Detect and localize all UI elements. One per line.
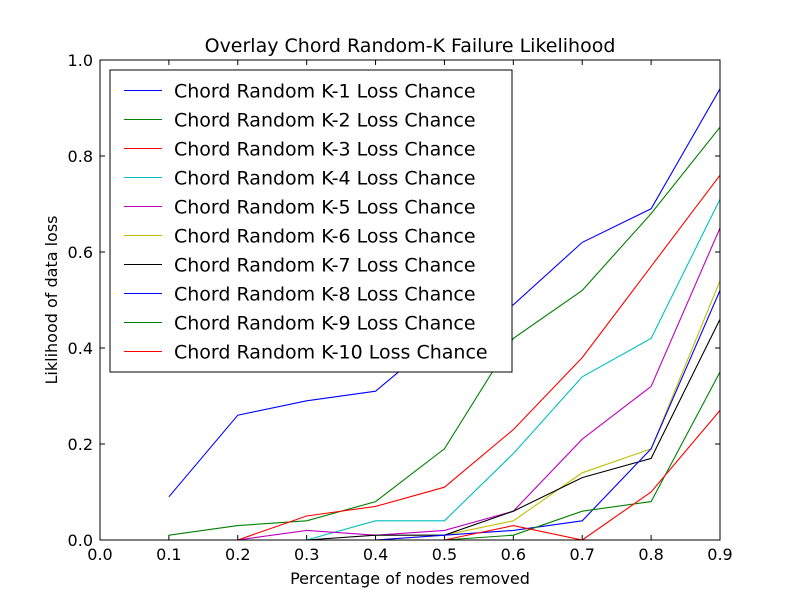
series-line-k3: [168, 174, 721, 541]
legend: Chord Random K-1 Loss Chance Chord Random…: [109, 69, 513, 373]
x-tick-label: 0.3: [294, 545, 319, 564]
plot-frame: [99, 59, 721, 541]
x-tick-label: 0.5: [432, 545, 457, 564]
x-tick-label: 0.8: [638, 545, 663, 564]
x-tick-label: 0.7: [569, 545, 594, 564]
x-tick-label: 0.6: [501, 545, 526, 564]
x-tick-label: 0.4: [363, 545, 388, 564]
legend-label: Chord Random K-1 Loss Chance: [174, 81, 476, 103]
legend-label: Chord Random K-7 Loss Chance: [174, 255, 476, 277]
x-tick-label: 0.0: [87, 545, 112, 564]
y-tick-label: 0.8: [68, 147, 93, 166]
x-tick-label: 0.2: [225, 545, 250, 564]
y-axis-label: Liklihood of data loss: [42, 215, 61, 384]
legend-box: [109, 69, 513, 373]
y-tick-label: 0.0: [68, 531, 93, 550]
y-tick-label: 0.4: [68, 339, 93, 358]
legend-label: Chord Random K-8 Loss Chance: [174, 284, 476, 306]
legend-label: Chord Random K-2 Loss Chance: [174, 110, 476, 132]
x-tick-label: 0.1: [156, 545, 181, 564]
legend-label: Chord Random K-4 Loss Chance: [174, 168, 476, 190]
legend-label: Chord Random K-6 Loss Chance: [174, 226, 476, 248]
chart-title: Overlay Chord Random-K Failure Likelihoo…: [205, 35, 616, 57]
legend-label: Chord Random K-10 Loss Chance: [174, 342, 488, 364]
y-tick-label: 1.0: [68, 51, 93, 70]
x-axis-label: Percentage of nodes removed: [290, 569, 530, 588]
y-tick-label: 0.2: [68, 435, 93, 454]
series-line-k5: [168, 227, 721, 541]
x-tick-label: 0.9: [707, 545, 732, 564]
legend-label: Chord Random K-3 Loss Chance: [174, 139, 476, 161]
legend-label: Chord Random K-9 Loss Chance: [174, 313, 476, 335]
y-tick-label: 0.6: [68, 243, 93, 262]
legend-label: Chord Random K-5 Loss Chance: [174, 197, 476, 219]
series-line-k2: [168, 126, 721, 536]
